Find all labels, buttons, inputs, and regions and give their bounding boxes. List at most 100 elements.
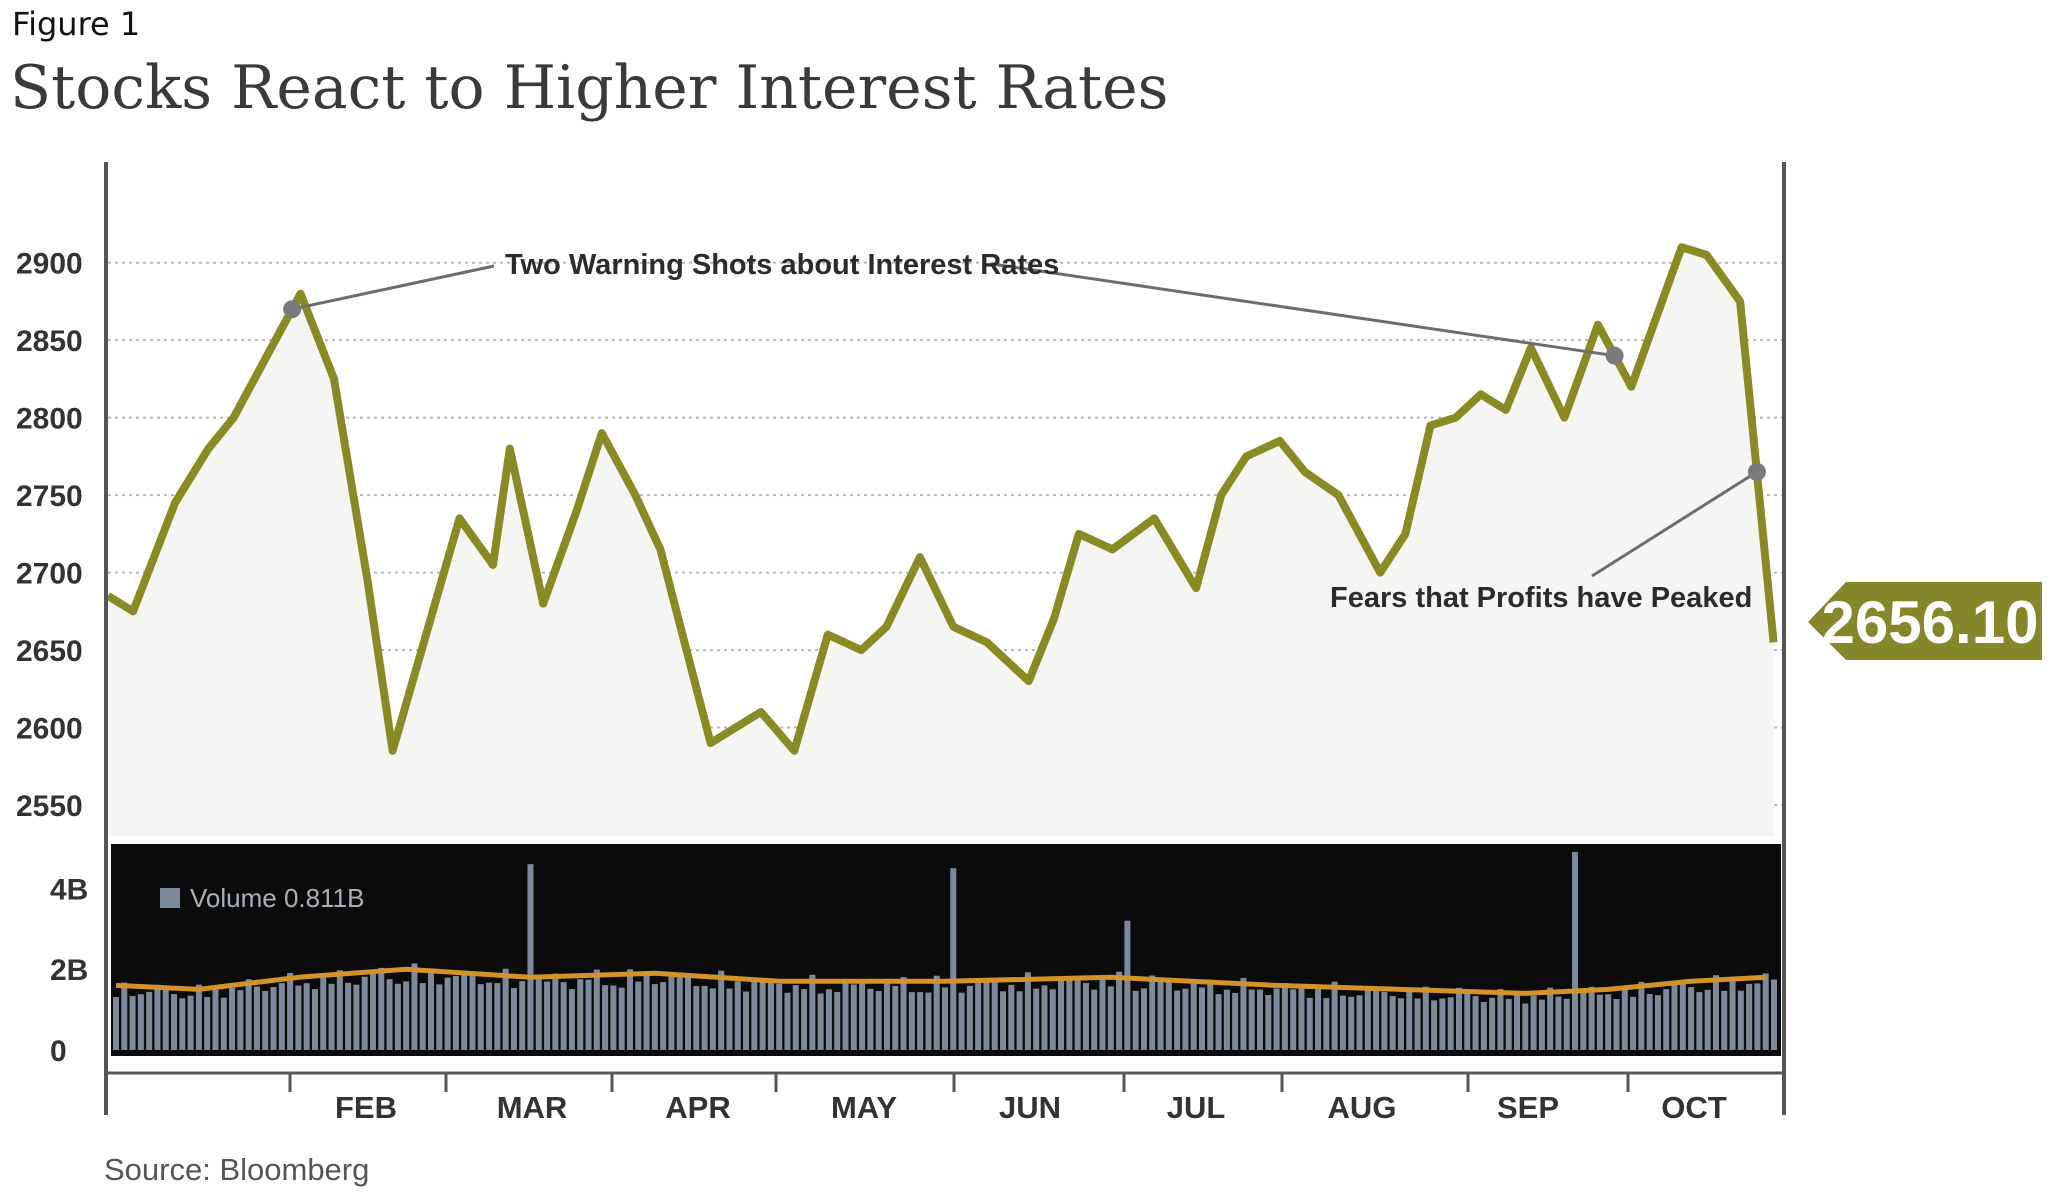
price-y-tick-label: 2600 [16, 713, 83, 746]
volume-bar [154, 984, 161, 1050]
volume-bar [651, 984, 658, 1050]
volume-bar [1696, 992, 1703, 1050]
volume-bar [1439, 998, 1446, 1050]
volume-bar [1555, 996, 1562, 1050]
volume-bar [1157, 981, 1164, 1050]
month-ticks: FEB MAR APR MAY JUN JUL AUG SEP OCT [288, 1073, 1727, 1125]
volume-bars [113, 852, 1777, 1050]
volume-bar [767, 980, 774, 1050]
volume-bar [900, 977, 907, 1050]
warning-marker-feb [283, 300, 302, 319]
volume-bar [1107, 986, 1114, 1050]
volume-bar [585, 979, 592, 1050]
volume-bar [1514, 993, 1521, 1050]
volume-legend-swatch [160, 888, 180, 908]
volume-bar [137, 994, 144, 1050]
volume-bar [1041, 985, 1048, 1050]
volume-bar [353, 984, 360, 1050]
volume-bar [428, 970, 435, 1050]
price-y-tick-label: 2650 [16, 635, 83, 668]
volume-bar [892, 985, 899, 1050]
volume-bar [1248, 989, 1255, 1050]
volume-bar [1223, 989, 1230, 1050]
volume-bar [171, 994, 178, 1050]
volume-bar [693, 986, 700, 1050]
volume-bar [1273, 988, 1280, 1050]
volume-bar [1588, 986, 1595, 1050]
volume-bar [1679, 980, 1686, 1050]
volume-bar [966, 985, 973, 1050]
month-label: OCT [1661, 1090, 1727, 1125]
warning-shots-annotation: Two Warning Shots about Interest Rates [505, 249, 1059, 281]
volume-bar [1024, 972, 1031, 1050]
volume-bar [287, 972, 294, 1050]
source-note: Source: Bloomberg [104, 1152, 369, 1187]
volume-bar [295, 985, 302, 1050]
volume-bar [1563, 998, 1570, 1050]
volume-bar [1704, 989, 1711, 1050]
volume-bar [809, 974, 816, 1050]
volume-bar [1306, 997, 1313, 1050]
volume-bar [1605, 994, 1612, 1050]
volume-bar [403, 981, 410, 1050]
volume-bar [1737, 990, 1744, 1050]
volume-bar [245, 979, 252, 1050]
volume-bar [1091, 989, 1098, 1050]
profits-marker [1747, 462, 1766, 481]
volume-y-ticks: 4B 2B 0 [50, 873, 88, 1068]
volume-bar [626, 969, 633, 1050]
volume-bar [477, 984, 484, 1050]
volume-bar [303, 983, 310, 1050]
volume-bar [908, 992, 915, 1050]
volume-bar [942, 987, 948, 1050]
volume-bar [792, 985, 799, 1050]
volume-bar [469, 974, 476, 1050]
volume-bar [1455, 987, 1462, 1050]
volume-bar [162, 988, 169, 1050]
price-y-tick-label: 2550 [16, 790, 83, 823]
volume-bar [278, 983, 285, 1050]
volume-bar [602, 985, 609, 1050]
volume-bar [1497, 989, 1504, 1050]
volume-bar [1489, 997, 1496, 1050]
volume-bar [1182, 988, 1189, 1050]
callout-badge [1808, 582, 2042, 660]
volume-bar [1364, 987, 1371, 1050]
volume-bar [1431, 1000, 1438, 1050]
volume-bar [1058, 978, 1065, 1050]
volume-bar [369, 971, 376, 1050]
volume-y-tick-label: 4B [50, 873, 88, 906]
volume-bar [933, 975, 940, 1050]
price-y-tick-label: 2900 [16, 248, 83, 281]
volume-bar [1754, 983, 1761, 1050]
volume-bar [1447, 997, 1454, 1050]
volume-bar [983, 982, 990, 1050]
volume-bar [444, 977, 451, 1050]
volume-bar [1132, 990, 1139, 1050]
volume-bar [1165, 982, 1172, 1050]
volume-bar [519, 981, 526, 1050]
volume-bar [925, 992, 932, 1050]
warning-leader-left [291, 264, 495, 311]
volume-bar [1596, 994, 1603, 1050]
volume-bar [1522, 1003, 1529, 1050]
volume-bar [1099, 977, 1106, 1050]
volume-bar [220, 997, 227, 1050]
volume-bar [253, 986, 260, 1050]
volume-bar [743, 991, 750, 1050]
volume-bar [1762, 973, 1769, 1050]
volume-bar [1729, 977, 1736, 1050]
annotations: Two Warning Shots about Interest Rates F… [283, 249, 1766, 614]
volume-bar [1373, 987, 1380, 1050]
price-y-tick-label: 2850 [16, 325, 83, 358]
volume-bar [486, 982, 493, 1050]
volume-bar [1074, 979, 1081, 1050]
volume-bar [560, 982, 567, 1050]
volume-bar [875, 991, 882, 1050]
volume-bar [867, 988, 874, 1050]
volume-bar [311, 989, 318, 1050]
price-y-tick-label: 2800 [16, 403, 83, 436]
volume-bar [1082, 983, 1089, 1050]
volume-bar [917, 992, 924, 1050]
volume-bar [1315, 988, 1322, 1050]
